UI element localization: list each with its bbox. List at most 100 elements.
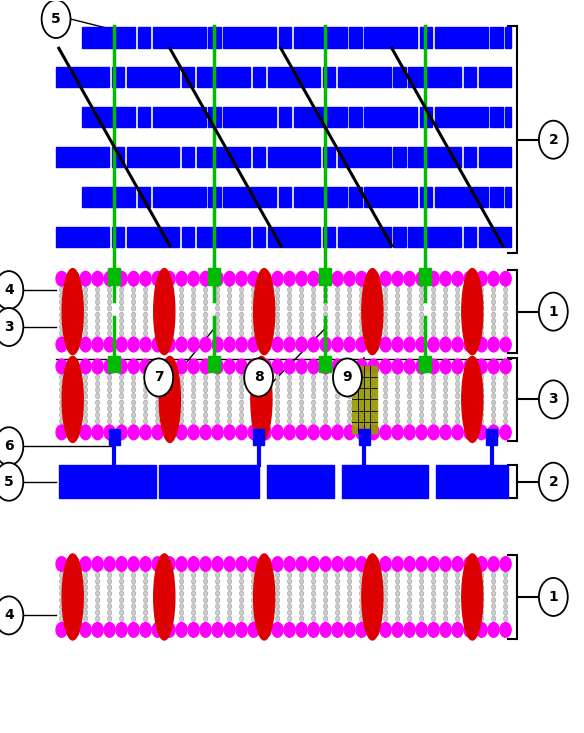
- Circle shape: [347, 578, 352, 584]
- Circle shape: [228, 318, 232, 324]
- Circle shape: [456, 424, 460, 430]
- Circle shape: [192, 318, 196, 324]
- Circle shape: [443, 566, 448, 572]
- Circle shape: [395, 381, 399, 386]
- Circle shape: [419, 616, 424, 622]
- Circle shape: [416, 337, 427, 352]
- Circle shape: [215, 578, 220, 584]
- Circle shape: [380, 271, 391, 286]
- Ellipse shape: [462, 356, 483, 443]
- Circle shape: [263, 306, 267, 311]
- Circle shape: [371, 375, 376, 380]
- Circle shape: [60, 293, 64, 299]
- Circle shape: [308, 425, 319, 440]
- Circle shape: [120, 622, 124, 627]
- Circle shape: [41, 0, 71, 38]
- Circle shape: [300, 336, 304, 342]
- Circle shape: [71, 336, 76, 342]
- Circle shape: [287, 604, 292, 609]
- Ellipse shape: [62, 554, 84, 640]
- Circle shape: [360, 312, 364, 318]
- Circle shape: [276, 331, 280, 336]
- Circle shape: [432, 585, 436, 590]
- Circle shape: [80, 271, 91, 286]
- Circle shape: [287, 336, 292, 342]
- Circle shape: [60, 591, 64, 597]
- Circle shape: [488, 359, 499, 374]
- Circle shape: [492, 312, 496, 318]
- Circle shape: [479, 585, 484, 590]
- Circle shape: [492, 585, 496, 590]
- Circle shape: [120, 299, 124, 305]
- Circle shape: [263, 616, 267, 622]
- Circle shape: [215, 369, 220, 375]
- Circle shape: [192, 412, 196, 418]
- Circle shape: [335, 406, 340, 412]
- Circle shape: [300, 281, 304, 287]
- Circle shape: [311, 400, 316, 405]
- Circle shape: [96, 572, 100, 578]
- Circle shape: [215, 381, 220, 386]
- Circle shape: [324, 299, 328, 305]
- Circle shape: [128, 359, 139, 374]
- Circle shape: [92, 337, 103, 352]
- Circle shape: [479, 610, 484, 616]
- Circle shape: [347, 312, 352, 318]
- Circle shape: [476, 557, 487, 571]
- Circle shape: [308, 271, 319, 286]
- Circle shape: [248, 425, 259, 440]
- Circle shape: [395, 412, 399, 418]
- Circle shape: [140, 337, 151, 352]
- Circle shape: [60, 331, 64, 336]
- Circle shape: [408, 381, 412, 386]
- Circle shape: [384, 287, 388, 292]
- FancyBboxPatch shape: [127, 226, 179, 247]
- Circle shape: [96, 293, 100, 299]
- Circle shape: [131, 381, 135, 386]
- Circle shape: [308, 359, 319, 374]
- Circle shape: [395, 336, 399, 342]
- Circle shape: [335, 331, 340, 336]
- Circle shape: [228, 616, 232, 622]
- Circle shape: [419, 281, 424, 287]
- Circle shape: [300, 622, 304, 627]
- Circle shape: [419, 381, 424, 386]
- FancyBboxPatch shape: [82, 27, 135, 48]
- Circle shape: [107, 412, 112, 418]
- Circle shape: [68, 622, 79, 637]
- FancyBboxPatch shape: [364, 27, 417, 48]
- Circle shape: [300, 306, 304, 311]
- Circle shape: [252, 336, 256, 342]
- Circle shape: [287, 591, 292, 597]
- Circle shape: [272, 337, 283, 352]
- Circle shape: [320, 622, 331, 637]
- Circle shape: [215, 375, 220, 380]
- Circle shape: [224, 337, 235, 352]
- Circle shape: [371, 400, 376, 405]
- Circle shape: [416, 425, 427, 440]
- Circle shape: [287, 369, 292, 375]
- Circle shape: [71, 566, 76, 572]
- Circle shape: [311, 616, 316, 622]
- Circle shape: [311, 281, 316, 287]
- Circle shape: [263, 375, 267, 380]
- Circle shape: [335, 325, 340, 330]
- Circle shape: [324, 318, 328, 324]
- Circle shape: [203, 369, 208, 375]
- Circle shape: [120, 597, 124, 603]
- Circle shape: [324, 293, 328, 299]
- Circle shape: [300, 578, 304, 584]
- Circle shape: [360, 293, 364, 299]
- Circle shape: [131, 566, 135, 572]
- Circle shape: [80, 425, 91, 440]
- Circle shape: [96, 597, 100, 603]
- Circle shape: [467, 566, 472, 572]
- Circle shape: [395, 585, 399, 590]
- FancyBboxPatch shape: [394, 67, 406, 87]
- Circle shape: [144, 394, 148, 399]
- Circle shape: [120, 381, 124, 386]
- Circle shape: [144, 387, 148, 393]
- FancyBboxPatch shape: [138, 187, 150, 207]
- Circle shape: [456, 616, 460, 622]
- Circle shape: [192, 293, 196, 299]
